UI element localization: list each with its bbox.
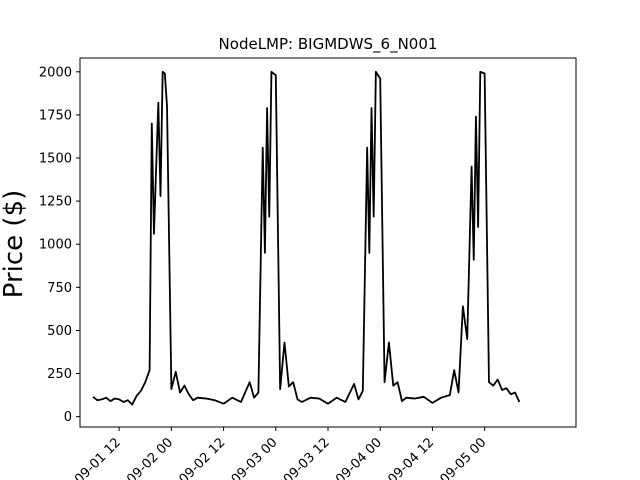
y-tick-label: 500: [47, 324, 72, 339]
y-tick-label: 0: [64, 410, 72, 425]
y-tick-label: 1000: [39, 238, 72, 253]
y-tick-label: 2000: [39, 65, 72, 80]
y-tick-label: 250: [47, 367, 72, 382]
series-layer: [92, 70, 521, 406]
y-tick-label: 750: [47, 281, 72, 296]
plot-frame: [79, 57, 577, 428]
y-tick-label: 1250: [39, 195, 72, 210]
y-axis: 0 250 500 750 1000 1250 1500 1750 2000: [39, 65, 80, 425]
y-axis-label: Price ($): [0, 190, 29, 299]
price-series-line: [92, 70, 521, 406]
y-tick-label: 1750: [39, 108, 72, 123]
chart-title: NodeLMP: BIGMDWS_6_N001: [219, 35, 438, 54]
y-tick-label: 1500: [39, 152, 72, 167]
